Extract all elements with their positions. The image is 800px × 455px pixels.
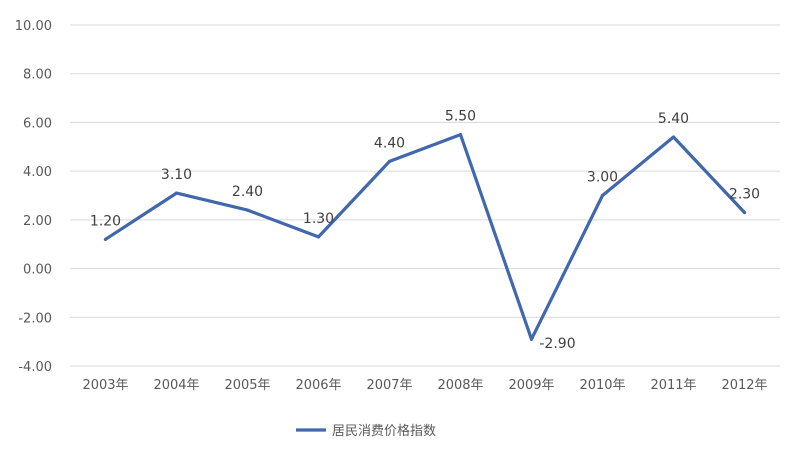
legend-label: 居民消费价格指数: [332, 423, 436, 439]
x-tick-label: 2006年: [295, 378, 341, 393]
x-tick-label: 2008年: [437, 378, 483, 393]
data-label: 3.00: [587, 170, 618, 186]
x-tick-label: 2012年: [721, 378, 767, 393]
x-tick-label: 2010年: [579, 378, 625, 393]
gridlines: [70, 24, 780, 367]
x-tick-label: 2004年: [153, 378, 199, 393]
data-label: 5.40: [658, 111, 689, 127]
x-tick-label: 2003年: [82, 378, 128, 393]
data-labels: 1.20 3.10 2.40 1.30 4.40 5.50 -2.90 3.00 5.40 2.3…: [90, 109, 760, 353]
data-point: [103, 237, 108, 241]
y-tick-label: 6.00: [23, 116, 52, 131]
x-tick-label: 2009年: [508, 378, 554, 393]
data-label: 2.30: [729, 187, 760, 203]
data-point: [245, 208, 250, 212]
data-point: [671, 135, 676, 139]
data-label: 1.30: [303, 211, 334, 227]
x-axis: 2003年 2004年 2005年 2006年 2007年 2008年 2009年 2010年…: [82, 378, 767, 393]
data-point: [174, 191, 179, 195]
data-point: [529, 337, 534, 341]
data-label: -2.90: [539, 336, 575, 352]
data-point: [316, 235, 321, 239]
x-tick-label: 2005年: [224, 378, 270, 393]
data-label: 3.10: [161, 167, 192, 183]
x-tick-label: 2007年: [366, 378, 412, 393]
data-point: [458, 133, 463, 137]
data-point: [600, 193, 605, 198]
data-label: 5.50: [445, 109, 476, 125]
y-tick-label: 10.00: [15, 19, 52, 34]
data-label: 2.40: [232, 184, 263, 200]
y-axis: 10.00 8.00 6.00 4.00 2.00 0.00 -2.00 -4.00: [15, 19, 52, 375]
data-label: 4.40: [374, 135, 405, 151]
y-tick-label: 2.00: [23, 214, 52, 229]
y-tick-label: 0.00: [23, 263, 52, 278]
data-point: [742, 210, 747, 215]
y-tick-label: 8.00: [23, 68, 52, 83]
data-label: 1.20: [90, 213, 121, 229]
y-tick-label: 4.00: [23, 165, 52, 180]
legend: 居民消费价格指数: [296, 423, 436, 439]
y-tick-label: -4.00: [18, 360, 52, 375]
y-tick-label: -2.00: [18, 311, 52, 326]
x-tick-label: 2011年: [650, 378, 696, 393]
series-layer: [103, 133, 747, 341]
series-line: [103, 133, 747, 341]
data-point: [387, 159, 392, 163]
